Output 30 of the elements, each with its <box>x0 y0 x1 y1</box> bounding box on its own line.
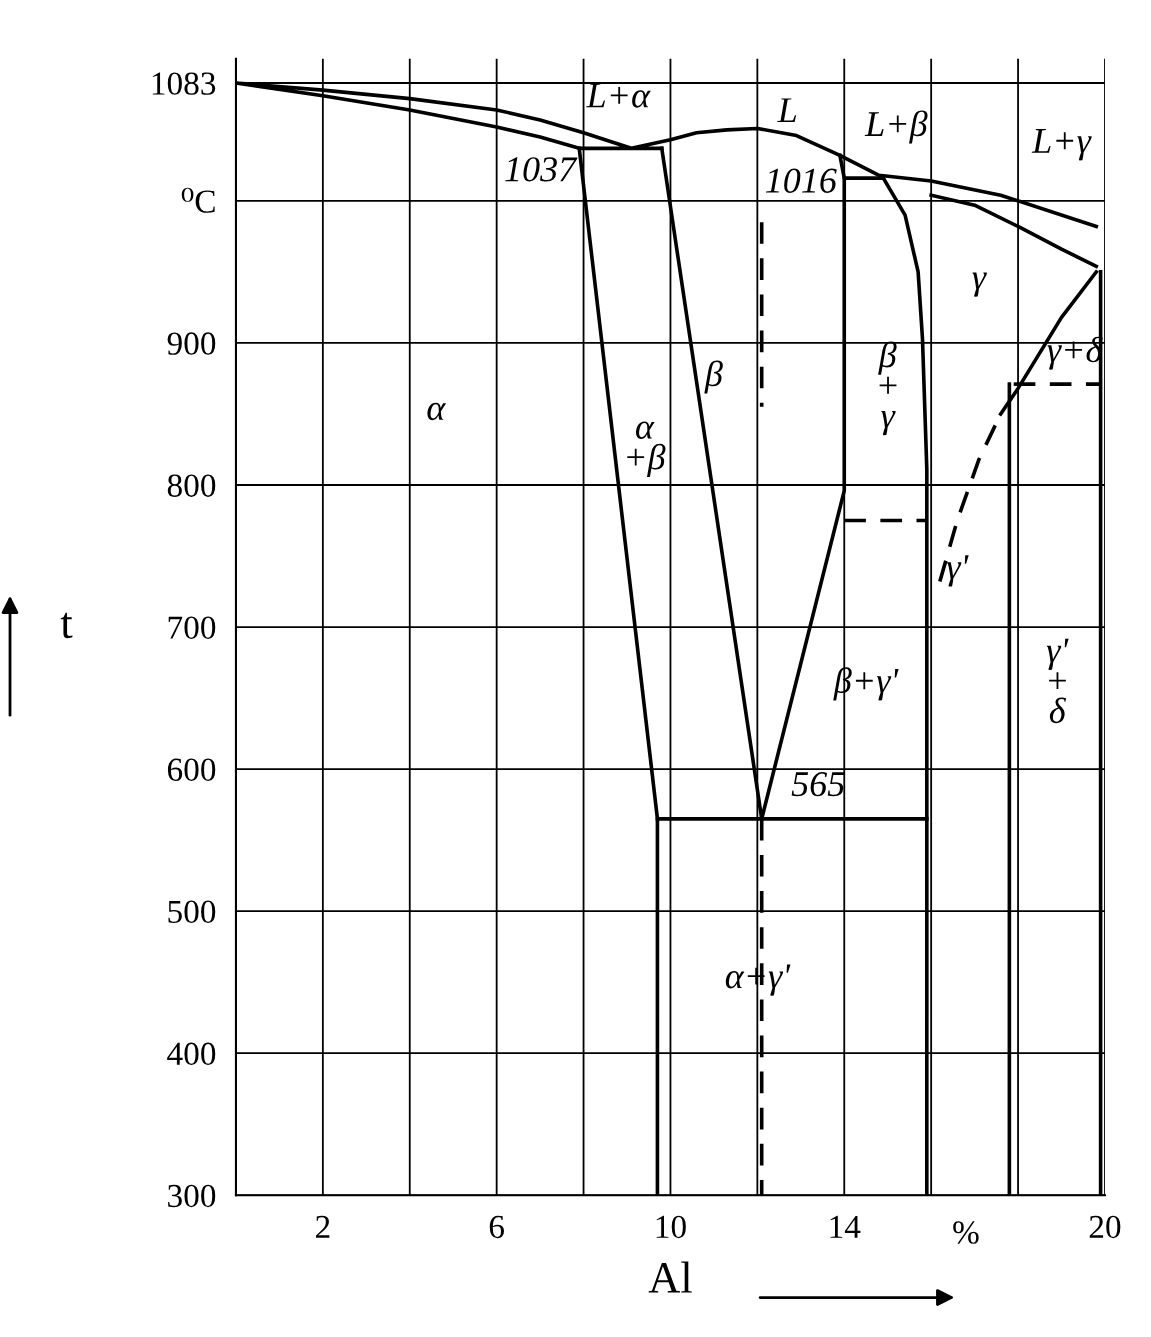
x-axis-title: Al <box>648 1261 692 1293</box>
x-tick-label: 6 <box>489 1215 504 1239</box>
annotation: γ' + δ <box>1046 638 1069 724</box>
x-tick-label: 14 <box>830 1215 861 1238</box>
y-tick-label: 300 <box>168 1184 216 1208</box>
x-tick-label: 20 <box>1089 1215 1121 1239</box>
annotation: L+β <box>864 110 928 144</box>
annotation: L <box>777 98 797 123</box>
y-tick-label: 800 <box>167 474 216 497</box>
y-tick-label: 700 <box>168 616 216 639</box>
annotation: α +β <box>627 421 666 477</box>
annotation: β <box>704 360 723 394</box>
y-tick-label: 400 <box>167 1042 216 1066</box>
y-tick-label: 1083 <box>152 72 216 95</box>
x-tick-label: 2 <box>315 1215 330 1238</box>
annotation: 1016 <box>765 168 837 193</box>
y-tick-label: 600 <box>167 758 216 781</box>
annotation: β + γ <box>878 341 897 436</box>
y-tick-label: ⁰C <box>181 187 215 213</box>
x-tick-label: 10 <box>656 1215 686 1239</box>
annotation: 1037 <box>505 157 578 182</box>
text: % <box>953 1221 979 1244</box>
annotation: γ <box>972 272 987 297</box>
annotation: α <box>427 402 446 421</box>
annotation: γ' <box>946 555 969 587</box>
y-axis-title: t <box>60 612 73 639</box>
annotation: L+α <box>586 83 651 108</box>
annotation: L+γ <box>1031 129 1092 161</box>
y-tick-label: 900 <box>167 332 216 355</box>
y-tick-label: 500 <box>168 900 216 924</box>
